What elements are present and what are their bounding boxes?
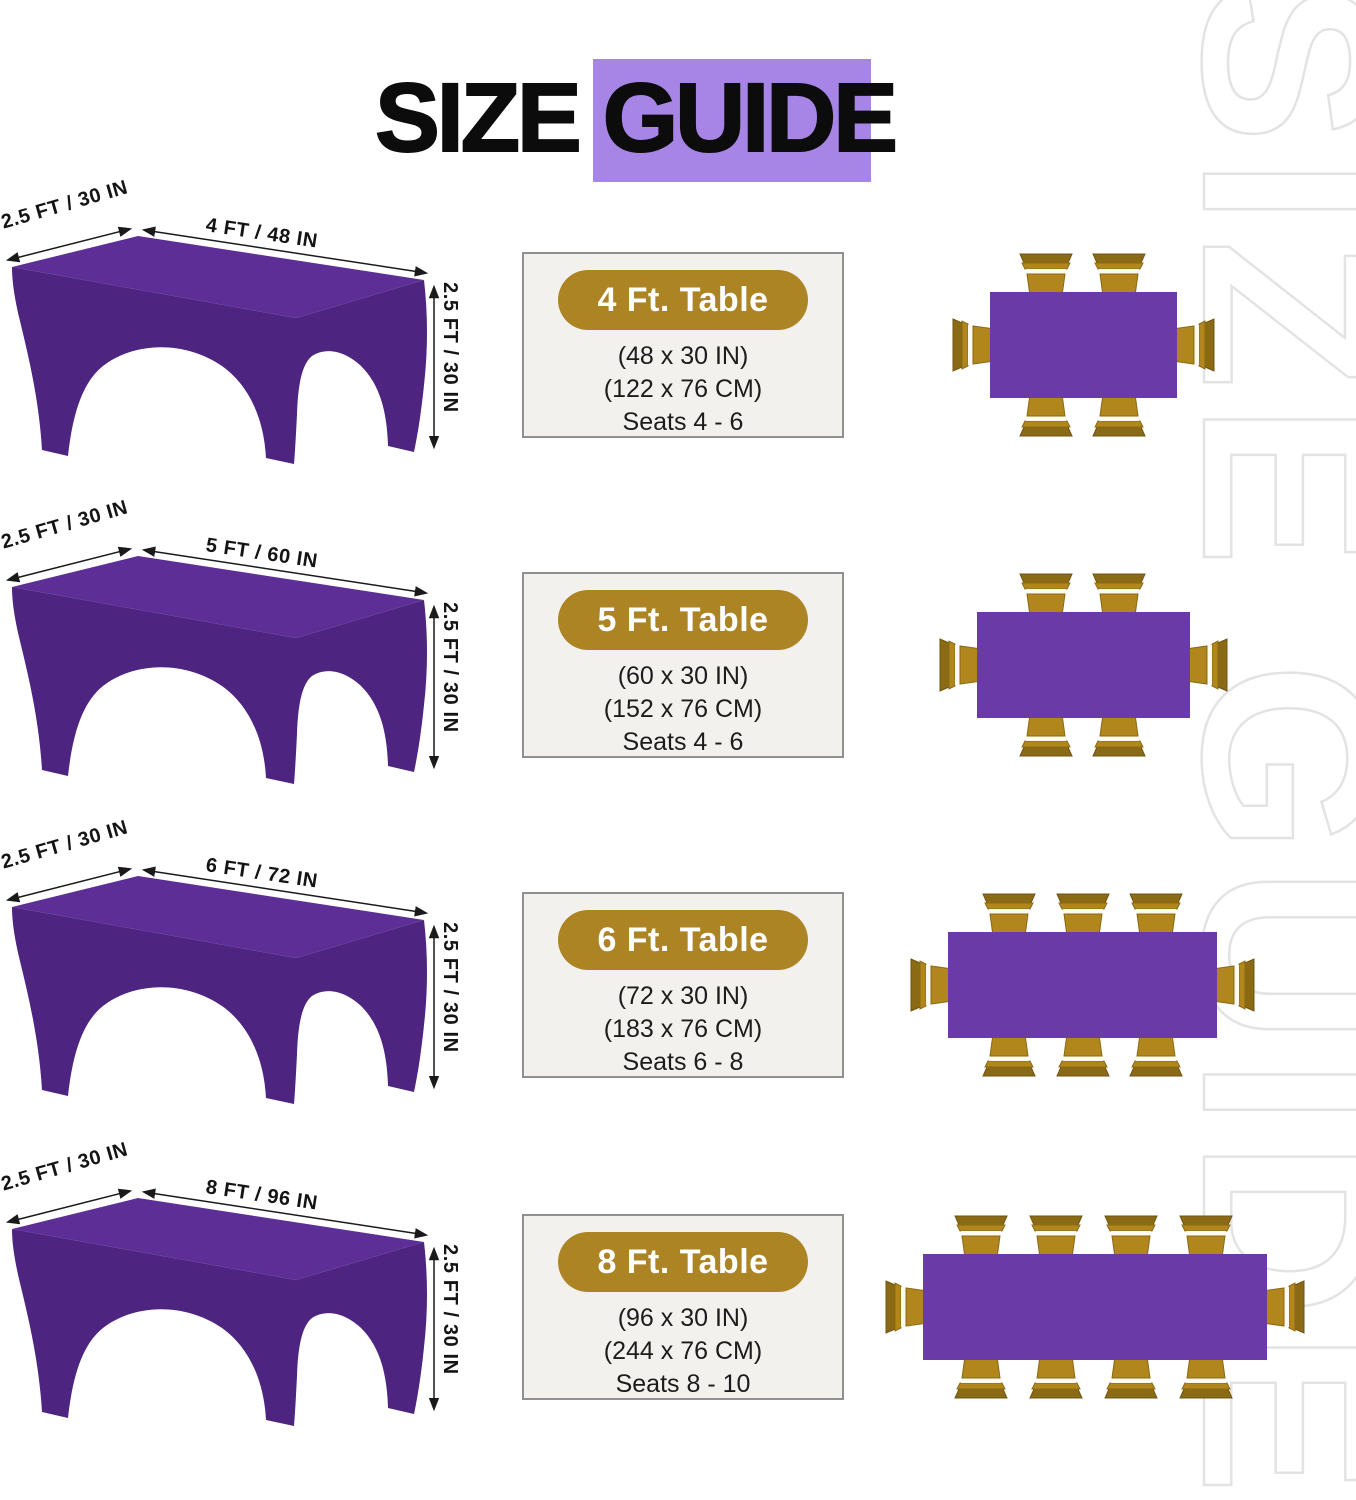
table-3d-illustration: 2.5 FT / 30 IN 5 FT / 60 IN 2.5 FT / 30 … bbox=[0, 496, 500, 815]
table-3d-illustration: 2.5 FT / 30 IN 6 FT / 72 IN 2.5 FT / 30 … bbox=[0, 816, 500, 1135]
dimensions-inches: (48 x 30 IN) bbox=[617, 342, 749, 370]
table-size-badge: 6 Ft. Table bbox=[558, 910, 808, 970]
dimensions-cm: (122 x 76 CM) bbox=[603, 375, 763, 403]
seating-diagram bbox=[855, 860, 1315, 1110]
table-size-badge: 4 Ft. Table bbox=[558, 270, 808, 330]
page-title-guide-highlight: GUIDE bbox=[592, 59, 909, 182]
table-top-view bbox=[977, 612, 1190, 718]
dimensions-inches: (60 x 30 IN) bbox=[617, 662, 749, 690]
background-watermark-text: SIZE GUIDE bbox=[1151, 0, 1356, 1500]
height-dimension-label: 2.5 FT / 30 IN bbox=[439, 1244, 461, 1375]
seating-diagram bbox=[855, 220, 1315, 470]
seating-capacity: Seats 8 - 10 bbox=[615, 1370, 751, 1398]
table-top-view bbox=[923, 1254, 1267, 1360]
seating-diagram bbox=[855, 1182, 1315, 1432]
table-3d-illustration: 2.5 FT / 30 IN 4 FT / 48 IN 2.5 FT / 30 … bbox=[0, 176, 500, 495]
size-info-card: 5 Ft. Table (60 x 30 IN) (152 x 76 CM) S… bbox=[522, 572, 844, 758]
table-3d-illustration: 2.5 FT / 30 IN 8 FT / 96 IN 2.5 FT / 30 … bbox=[0, 1138, 500, 1457]
seating-capacity: Seats 4 - 6 bbox=[622, 408, 744, 436]
table-top-view bbox=[948, 932, 1217, 1038]
dimensions-inches: (96 x 30 IN) bbox=[617, 1304, 749, 1332]
size-row-5ft: 2.5 FT / 30 IN 5 FT / 60 IN 2.5 FT / 30 … bbox=[0, 496, 1356, 825]
dimensions-cm: (152 x 76 CM) bbox=[603, 695, 763, 723]
page-title-size: SIZE bbox=[374, 62, 583, 173]
height-dimension-label: 2.5 FT / 30 IN bbox=[439, 602, 461, 733]
seating-diagram bbox=[855, 540, 1315, 790]
size-row-8ft: 2.5 FT / 30 IN 8 FT / 96 IN 2.5 FT / 30 … bbox=[0, 1138, 1356, 1467]
page-title: SIZE GUIDE bbox=[0, 59, 1320, 182]
size-info-card: 8 Ft. Table (96 x 30 IN) (244 x 76 CM) S… bbox=[522, 1214, 844, 1400]
dimensions-cm: (244 x 76 CM) bbox=[603, 1337, 763, 1365]
size-info-card: 6 Ft. Table (72 x 30 IN) (183 x 76 CM) S… bbox=[522, 892, 844, 1078]
table-size-badge: 8 Ft. Table bbox=[558, 1232, 808, 1292]
size-info-card: 4 Ft. Table (48 x 30 IN) (122 x 76 CM) S… bbox=[522, 252, 844, 438]
seating-capacity: Seats 4 - 6 bbox=[622, 728, 744, 756]
table-size-badge: 5 Ft. Table bbox=[558, 590, 808, 650]
height-dimension-label: 2.5 FT / 30 IN bbox=[439, 922, 461, 1053]
table-top-view bbox=[990, 292, 1177, 398]
size-row-6ft: 2.5 FT / 30 IN 6 FT / 72 IN 2.5 FT / 30 … bbox=[0, 816, 1356, 1145]
size-row-4ft: 2.5 FT / 30 IN 4 FT / 48 IN 2.5 FT / 30 … bbox=[0, 176, 1356, 505]
dimensions-cm: (183 x 76 CM) bbox=[603, 1015, 763, 1043]
seating-capacity: Seats 6 - 8 bbox=[622, 1048, 744, 1076]
height-dimension-label: 2.5 FT / 30 IN bbox=[439, 282, 461, 413]
dimensions-inches: (72 x 30 IN) bbox=[617, 982, 749, 1010]
